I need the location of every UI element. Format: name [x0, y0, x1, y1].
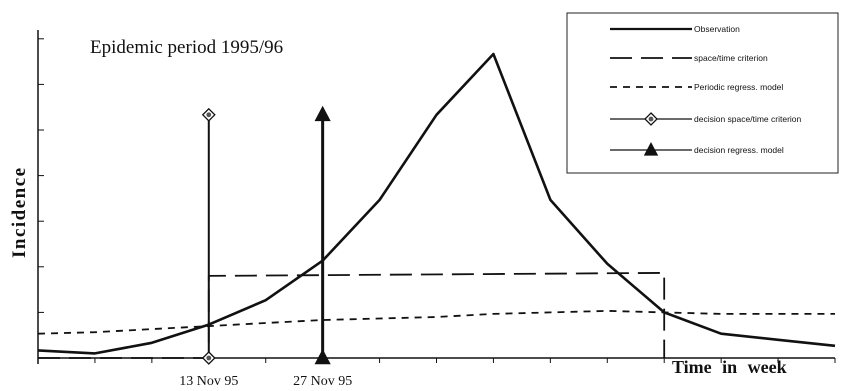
series-line-0: [37, 52, 836, 355]
legend-item-1: space/time criterion: [610, 53, 768, 63]
series-4: [314, 105, 331, 365]
diamond-marker-dot: [206, 355, 212, 361]
series-0: [37, 52, 836, 355]
chart-title: Epidemic period 1995/96: [90, 37, 283, 58]
legend-box: [566, 12, 839, 174]
legend-items: Observation space/time criterion Periodic …: [610, 24, 802, 156]
diamond-marker-dot: [206, 112, 212, 118]
y-axis-label: Incidence: [9, 166, 30, 258]
series-2: [37, 309, 835, 335]
series-3: [201, 107, 216, 365]
triangle-marker: [643, 142, 659, 156]
legend-label: Observation: [694, 24, 740, 34]
legend-label: decision space/time criterion: [694, 114, 802, 124]
x-tick-label: 13 Nov 95: [179, 374, 238, 389]
legend: Observation space/time criterion Periodic …: [566, 12, 839, 174]
series-layer: [37, 52, 836, 365]
legend-item-3: decision space/time criterion: [610, 112, 802, 126]
y-axis-ticks: [38, 38, 44, 359]
legend-item-4: decision regress. model: [610, 142, 784, 156]
triangle-marker: [314, 105, 331, 122]
legend-label: decision regress. model: [694, 145, 784, 155]
legend-label: space/time criterion: [694, 53, 768, 63]
diamond-marker-dot: [648, 116, 654, 122]
legend-item-0: Observation: [610, 24, 740, 34]
legend-item-2: Periodic regress. model: [610, 82, 783, 92]
x-axis-label: Time in week: [672, 357, 787, 377]
series-line-2: [37, 309, 835, 335]
triangle-marker: [314, 349, 331, 365]
x-tick-labels: 13 Nov 95 27 Nov 95: [179, 374, 352, 389]
legend-label: Periodic regress. model: [694, 82, 783, 92]
x-tick-label: 27 Nov 95: [293, 374, 352, 389]
